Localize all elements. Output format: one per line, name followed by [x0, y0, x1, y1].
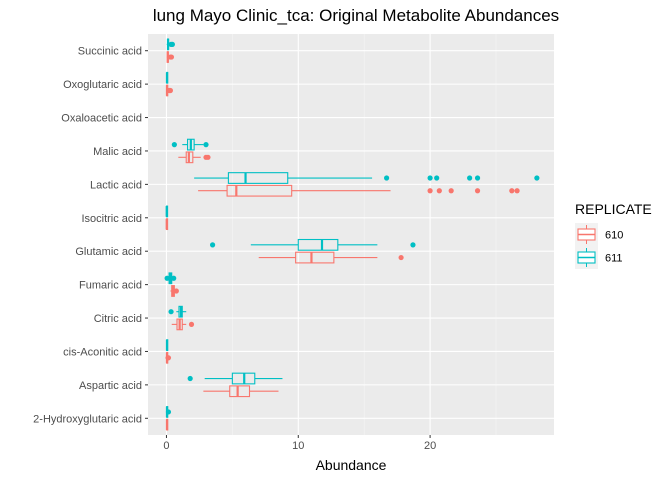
chart-title: lung Mayo Clinic_tca: Original Metabolit… — [153, 6, 559, 25]
box-610 — [203, 385, 279, 398]
x-axis-title: Abundance — [316, 457, 387, 473]
y-tick-label: Citric acid — [94, 313, 142, 325]
outlier-point — [188, 321, 195, 327]
box-series — [164, 38, 540, 431]
outlier-point — [383, 175, 390, 181]
box-610 — [165, 218, 169, 231]
y-tick-label: Oxoglutaric acid — [63, 79, 142, 91]
box-610 — [171, 318, 195, 331]
outlier-point — [168, 309, 174, 315]
y-tick-label: Isocitric acid — [81, 213, 142, 225]
box-611 — [165, 205, 169, 218]
box-611 — [171, 138, 209, 151]
box-611 — [165, 406, 172, 418]
x-tick-label: 10 — [292, 440, 304, 452]
y-tick-label: Aspartic acid — [79, 380, 142, 392]
y-tick-label: Malic acid — [93, 146, 142, 158]
box-iqr — [297, 238, 339, 251]
outlier-point — [474, 175, 481, 181]
outlier-point — [514, 188, 520, 194]
legend-title: REPLICATE — [575, 201, 652, 217]
outlier-point — [187, 375, 193, 382]
outlier-point — [171, 142, 177, 148]
box-iqr — [226, 184, 293, 197]
y-tick-label: Lactic acid — [90, 179, 142, 191]
x-axis-ticks: 0 10 20 — [163, 435, 436, 452]
y-tick-label: Glutamic acid — [75, 246, 142, 258]
box-611 — [194, 172, 540, 184]
outlier-point — [167, 87, 174, 94]
outlier-point — [434, 175, 440, 181]
outlier-point — [209, 242, 216, 248]
outlier-point — [164, 275, 170, 281]
outlier-point — [410, 242, 416, 248]
box-610 — [170, 285, 179, 297]
outlier-point — [427, 188, 433, 194]
x-tick-label: 20 — [424, 440, 436, 452]
box-610 — [198, 184, 520, 197]
outlier-point — [467, 175, 473, 181]
box-610 — [165, 84, 174, 97]
box-611 — [165, 339, 169, 352]
box-611 — [164, 272, 177, 285]
box-611 — [187, 372, 283, 385]
outlier-point — [509, 188, 515, 194]
outlier-point — [165, 409, 172, 415]
outlier-point — [427, 175, 433, 181]
x-tick-label: 0 — [163, 440, 169, 452]
y-tick-label: cis-Aconitic acid — [63, 346, 142, 358]
box-610 — [258, 251, 404, 264]
box-iqr — [227, 172, 289, 184]
outlier-point — [165, 355, 172, 361]
gridlines — [148, 34, 554, 435]
legend-label: 610 — [605, 230, 623, 242]
y-tick-label: Succinic acid — [78, 46, 142, 58]
outlier-point — [173, 288, 179, 294]
legend: REPLICATE 610 611 — [575, 201, 652, 269]
outlier-point — [203, 142, 209, 148]
box-611 — [168, 305, 187, 318]
box-611 — [166, 38, 175, 51]
outlier-point — [168, 54, 175, 60]
box-iqr — [295, 251, 335, 264]
outlier-point — [534, 175, 540, 181]
y-tick-label: Fumaric acid — [79, 280, 142, 292]
outlier-point — [205, 154, 211, 160]
outlier-point — [436, 188, 442, 194]
outlier-point — [448, 188, 454, 194]
box-611 — [209, 238, 416, 251]
y-tick-label: Oxaloacetic acid — [61, 113, 142, 125]
box-611 — [165, 71, 169, 84]
outlier-point — [398, 254, 404, 261]
legend-label: 611 — [605, 253, 623, 265]
outlier-point — [169, 41, 175, 47]
box-610 — [165, 351, 172, 364]
box-iqr — [229, 385, 251, 398]
box-610 — [165, 418, 169, 431]
plot-panel — [148, 34, 554, 435]
outlier-point — [474, 188, 481, 194]
y-axis-ticks: Succinic acid Oxoglutaric acid Oxaloacetic… — [33, 46, 148, 425]
box-610 — [178, 151, 211, 164]
outlier-point — [171, 275, 177, 281]
box-610 — [166, 51, 175, 63]
y-tick-label: 2-Hydroxyglutaric acid — [33, 413, 142, 425]
